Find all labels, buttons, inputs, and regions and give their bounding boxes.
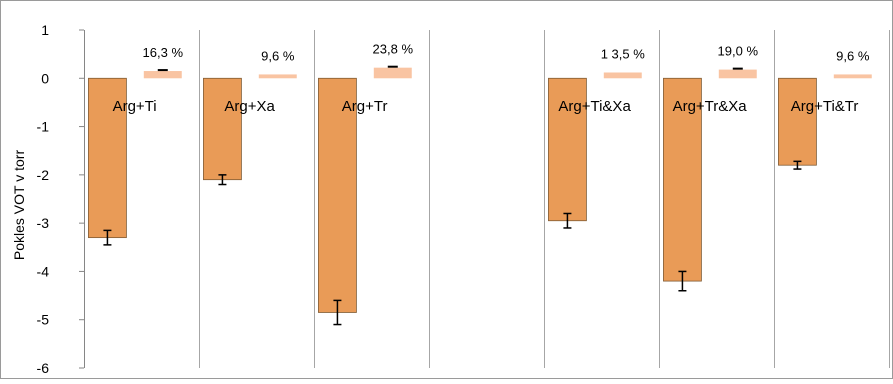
bar-series-1 xyxy=(778,77,817,166)
data-label-percent: 16,3 % xyxy=(143,45,184,60)
y-tick-label: -4 xyxy=(37,263,50,279)
bar-series-1 xyxy=(203,77,242,181)
bar-series-1 xyxy=(318,77,357,313)
bar-series-2 xyxy=(143,71,182,79)
bar-series-2 xyxy=(833,74,872,79)
bar-series-2 xyxy=(603,72,642,79)
bars-layer xyxy=(88,65,872,326)
y-tick-label: 0 xyxy=(41,70,49,86)
y-tick-label: -1 xyxy=(37,119,50,135)
y-tick-label: -5 xyxy=(37,312,50,328)
bar-series-2 xyxy=(718,69,757,79)
category-label: Arg+Xa xyxy=(224,98,275,115)
y-axis-title: Pokles VOT v torr xyxy=(11,150,27,261)
y-tick-label: -6 xyxy=(37,360,50,376)
y-tick-label: -2 xyxy=(37,167,50,183)
labels-layer: 16,3 % Arg+Ti 9,6 % Arg+Xa 23,8 % Arg+Tr 1 3,5… xyxy=(113,42,870,115)
data-label-percent: 9,6 % xyxy=(836,48,870,63)
bar-series-1 xyxy=(548,77,587,222)
data-label-percent: 1 3,5 % xyxy=(601,46,646,61)
data-label-percent: 9,6 % xyxy=(261,48,295,63)
category-label: Arg+Tr xyxy=(342,98,388,115)
axis-layer: 1 0 -1 -2 -3 -4 -5 -6 xyxy=(37,22,85,376)
category-label: Arg+Ti xyxy=(113,98,157,115)
y-tick-label: 1 xyxy=(41,22,49,38)
data-label-percent: 19,0 % xyxy=(718,44,759,59)
category-label: Arg+Tr&Xa xyxy=(673,98,748,115)
bar-series-1 xyxy=(663,77,702,282)
bar-series-2 xyxy=(258,74,297,79)
data-label-percent: 23,8 % xyxy=(373,42,414,57)
category-label: Arg+Ti&Xa xyxy=(558,98,631,115)
category-label: Arg+Ti&Tr xyxy=(791,98,859,115)
y-tick-label: -3 xyxy=(37,215,50,231)
bar-series-2 xyxy=(373,67,412,79)
